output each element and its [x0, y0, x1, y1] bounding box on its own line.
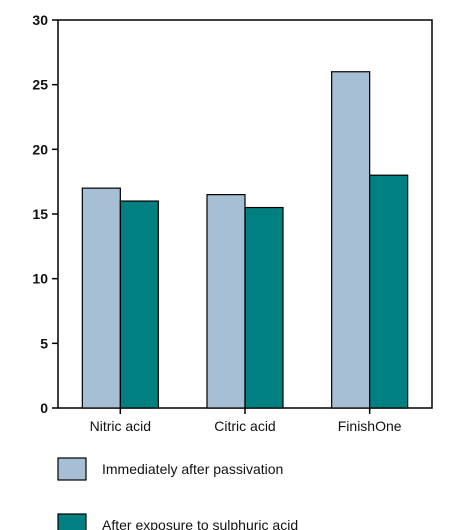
legend-label: Immediately after passivation: [102, 461, 283, 477]
x-axis: Nitric acid Citric acid FinishOne: [90, 408, 402, 434]
y-tick-label: 15: [32, 206, 48, 222]
x-tick-label: Nitric acid: [90, 418, 151, 434]
legend: Immediately after passivation After expos…: [57, 457, 298, 530]
bar: [119, 200, 159, 409]
y-axis: 0 5 10 15 20 25 30: [32, 12, 58, 416]
y-tick-label: 10: [32, 271, 48, 287]
bar: [331, 71, 371, 409]
x-tick-label: FinishOne: [338, 418, 402, 434]
legend-swatch: [57, 513, 87, 530]
y-tick-label: 30: [32, 12, 48, 28]
y-tick-label: 0: [40, 400, 48, 416]
y-tick-label: 20: [32, 141, 48, 157]
bars: [81, 71, 409, 409]
legend-swatch: [57, 457, 87, 481]
bar: [369, 174, 409, 409]
y-tick-label: 5: [40, 335, 48, 351]
legend-label: After exposure to sulphuric acid: [102, 517, 298, 530]
y-tick-label: 25: [32, 77, 48, 93]
bar: [81, 187, 121, 409]
bar: [206, 194, 246, 409]
x-tick-label: Citric acid: [214, 418, 275, 434]
bar: [244, 206, 284, 409]
